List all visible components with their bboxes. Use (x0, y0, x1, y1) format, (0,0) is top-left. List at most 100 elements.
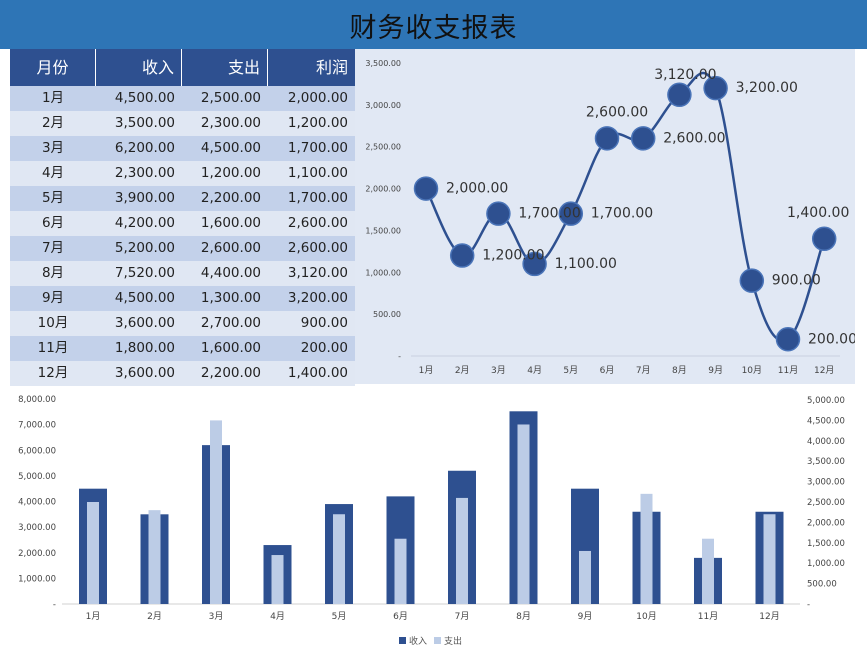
cell-profit: 1,200.00 (287, 115, 348, 131)
right-axis-tick: 4,000.00 (807, 437, 845, 447)
x-axis-tick: 11月 (778, 365, 798, 376)
cell-profit: 2,600.00 (287, 240, 348, 256)
data-point-marker[interactable] (594, 126, 620, 151)
cell-income: 4,200.00 (114, 215, 175, 231)
x-axis-tick: 9月 (708, 365, 723, 376)
data-point-marker[interactable] (486, 201, 511, 226)
data-point-marker[interactable] (630, 126, 656, 151)
expense-bar[interactable] (333, 514, 345, 604)
expense-bar[interactable] (517, 424, 530, 604)
table-row: 3月 6,200.00 4,500.00 1,700.00 (10, 136, 355, 161)
data-label: 1,100.00 (555, 256, 617, 272)
expense-bar[interactable] (271, 555, 284, 604)
cell-income: 3,500.00 (114, 115, 175, 131)
y-axis-tick: 3,000.00 (365, 101, 401, 110)
cell-month: 2月 (41, 115, 65, 131)
y-axis-tick: 1,500.00 (365, 226, 401, 235)
left-axis-tick: 7,000.00 (18, 421, 56, 431)
cell-month: 8月 (41, 265, 65, 281)
x-axis-tick: 1月 (419, 365, 434, 376)
cell-expense: 2,200.00 (200, 190, 261, 206)
cell-income: 4,500.00 (114, 90, 175, 106)
data-label: 3,120.00 (654, 67, 716, 83)
table-row: 1月 4,500.00 2,500.00 2,000.00 (10, 86, 355, 111)
table-row: 4月 2,300.00 1,200.00 1,100.00 (10, 161, 355, 186)
left-axis-tick: - (53, 600, 56, 610)
right-axis-tick: 2,500.00 (807, 498, 845, 508)
expense-bar[interactable] (702, 538, 714, 604)
cell-profit: 200.00 (300, 340, 348, 356)
cell-month: 3月 (41, 140, 65, 156)
right-axis-tick: 1,500.00 (807, 539, 845, 549)
expense-bar[interactable] (579, 550, 591, 604)
expense-bar[interactable] (148, 510, 161, 604)
cell-income: 2,300.00 (114, 165, 175, 181)
data-label: 1,400.00 (787, 205, 849, 221)
cell-profit: 1,100.00 (287, 165, 348, 181)
right-axis-tick: 1,000.00 (807, 559, 845, 569)
cell-expense: 2,200.00 (200, 365, 261, 381)
cell-expense: 4,400.00 (200, 265, 261, 281)
x-axis-tick: 2月 (147, 611, 162, 622)
data-point-marker[interactable] (703, 75, 728, 101)
y-axis-tick: 2,000.00 (365, 185, 401, 194)
expense-bar[interactable] (763, 514, 776, 604)
cell-profit: 3,120.00 (287, 265, 348, 281)
table-row: 10月 3,600.00 2,700.00 900.00 (10, 311, 355, 336)
chart-legend: 收入 支出 (399, 635, 462, 647)
expense-bar[interactable] (456, 497, 468, 604)
x-axis-tick: 8月 (516, 611, 531, 622)
cell-expense: 1,600.00 (200, 215, 261, 231)
cell-profit: 1,400.00 (287, 365, 348, 381)
expense-bar[interactable] (210, 420, 222, 604)
cell-month: 9月 (41, 290, 65, 306)
x-axis-tick: 4月 (527, 365, 542, 376)
data-point-marker[interactable] (667, 82, 692, 108)
cell-income: 4,500.00 (114, 290, 175, 306)
table-row: 6月 4,200.00 1,600.00 2,600.00 (10, 211, 355, 236)
cell-expense: 1,300.00 (200, 290, 261, 306)
column-header-income: 收入 (96, 49, 182, 86)
data-point-marker[interactable] (775, 327, 801, 352)
data-point-marker[interactable] (739, 268, 765, 293)
expense-bar[interactable] (394, 538, 407, 604)
x-axis-tick: 12月 (759, 611, 779, 622)
cell-expense: 2,500.00 (200, 90, 261, 106)
cell-income: 3,600.00 (114, 365, 175, 381)
x-axis-tick: 6月 (600, 365, 615, 376)
x-axis-tick: 6月 (393, 611, 408, 622)
bar-chart-svg: - 1,000.00 2,000.00 3,000.00 4,000.00 5,000.0… (18, 395, 845, 647)
table-row: 7月 5,200.00 2,600.00 2,600.00 (10, 236, 355, 261)
x-axis-tick: 2月 (455, 365, 470, 376)
legend-income-label: 收入 (409, 635, 427, 647)
expense-bar[interactable] (87, 502, 99, 604)
cell-month: 4月 (41, 165, 65, 181)
legend-income-swatch (399, 637, 406, 644)
data-point-marker[interactable] (558, 201, 584, 226)
data-point-marker[interactable] (449, 243, 475, 268)
data-point-marker[interactable] (811, 226, 837, 252)
y-axis-tick: - (398, 352, 401, 361)
cell-income: 6,200.00 (114, 140, 175, 156)
cell-expense: 2,600.00 (200, 240, 261, 256)
cell-profit: 2,000.00 (287, 90, 348, 106)
data-label: 1,700.00 (518, 206, 580, 222)
left-axis-tick: 1,000.00 (18, 574, 56, 584)
data-label: 200.00 (808, 331, 855, 347)
right-axis-tick: 2,000.00 (807, 518, 845, 528)
cell-month: 7月 (41, 240, 65, 256)
data-label: 1,700.00 (591, 206, 653, 222)
x-axis-tick: 12月 (814, 365, 834, 376)
data-label: 1,200.00 (482, 248, 544, 264)
line-chart-svg: - 500.00 1,000.00 1,500.00 2,000.00 2,500.00 3… (365, 59, 857, 376)
y-axis-tick: 500.00 (373, 310, 401, 319)
data-label: 900.00 (772, 273, 821, 289)
y-axis-tick: 1,000.00 (365, 268, 401, 277)
legend-expense-swatch (434, 637, 441, 644)
cell-expense: 1,600.00 (200, 340, 261, 356)
data-point-marker[interactable] (413, 176, 439, 201)
cell-income: 3,600.00 (114, 315, 175, 331)
expense-bar[interactable] (640, 493, 653, 604)
data-point-marker[interactable] (522, 251, 547, 277)
cell-profit: 2,600.00 (287, 215, 348, 231)
